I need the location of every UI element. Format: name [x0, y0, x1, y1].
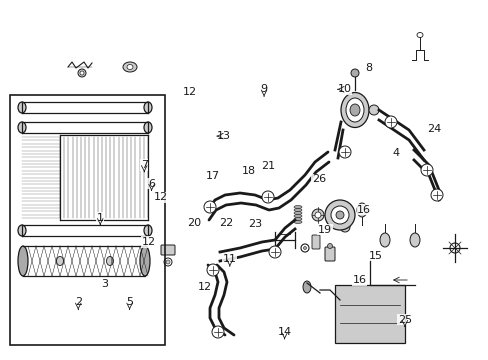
Text: 25: 25	[397, 315, 411, 325]
Text: 12: 12	[198, 282, 212, 292]
Ellipse shape	[18, 102, 26, 113]
Ellipse shape	[140, 246, 150, 276]
Ellipse shape	[165, 260, 170, 264]
Ellipse shape	[262, 191, 273, 203]
Ellipse shape	[340, 93, 368, 127]
Ellipse shape	[339, 222, 349, 232]
Ellipse shape	[420, 164, 432, 176]
Ellipse shape	[212, 326, 224, 338]
Ellipse shape	[143, 102, 152, 113]
Ellipse shape	[303, 247, 306, 249]
Ellipse shape	[203, 201, 216, 213]
Text: 17: 17	[205, 171, 219, 181]
Text: 21: 21	[261, 161, 274, 171]
Ellipse shape	[293, 208, 302, 212]
Ellipse shape	[293, 212, 302, 215]
Text: 15: 15	[368, 251, 382, 261]
Ellipse shape	[379, 233, 389, 247]
Text: 16: 16	[357, 204, 370, 215]
Ellipse shape	[346, 98, 363, 122]
Ellipse shape	[293, 206, 302, 208]
Ellipse shape	[356, 203, 366, 217]
Text: 4: 4	[392, 148, 399, 158]
Text: 26: 26	[311, 174, 325, 184]
Text: 23: 23	[248, 219, 262, 229]
Ellipse shape	[18, 122, 26, 133]
Ellipse shape	[330, 206, 348, 224]
Text: 16: 16	[352, 275, 366, 285]
Text: 5: 5	[126, 297, 133, 307]
Text: 1: 1	[97, 213, 103, 223]
Ellipse shape	[143, 122, 152, 133]
Text: 2: 2	[75, 297, 81, 307]
Text: 22: 22	[218, 218, 233, 228]
Text: 19: 19	[318, 225, 331, 235]
Ellipse shape	[127, 64, 133, 69]
Ellipse shape	[338, 146, 350, 158]
Ellipse shape	[368, 105, 378, 115]
Ellipse shape	[311, 209, 324, 221]
Ellipse shape	[314, 212, 320, 218]
Text: 11: 11	[223, 254, 236, 264]
Text: 9: 9	[260, 84, 267, 94]
Ellipse shape	[268, 246, 281, 258]
Ellipse shape	[18, 225, 26, 236]
Text: 12: 12	[183, 87, 196, 97]
Ellipse shape	[293, 217, 302, 220]
Ellipse shape	[335, 211, 343, 219]
Text: 7: 7	[141, 160, 147, 170]
FancyBboxPatch shape	[325, 247, 334, 261]
Ellipse shape	[350, 69, 358, 77]
Text: 3: 3	[102, 279, 108, 289]
Text: 8: 8	[365, 63, 372, 73]
Text: 10: 10	[337, 84, 351, 94]
Ellipse shape	[57, 256, 63, 266]
Ellipse shape	[384, 116, 396, 128]
FancyBboxPatch shape	[311, 235, 319, 249]
Ellipse shape	[206, 264, 219, 276]
Ellipse shape	[327, 243, 332, 248]
Ellipse shape	[293, 215, 302, 217]
Ellipse shape	[293, 220, 302, 224]
Text: 14: 14	[277, 327, 291, 337]
Ellipse shape	[80, 71, 84, 75]
Bar	[334, 285, 404, 343]
Ellipse shape	[143, 225, 152, 236]
Text: 24: 24	[426, 124, 441, 134]
Ellipse shape	[18, 246, 28, 276]
Text: 12: 12	[154, 192, 168, 202]
Ellipse shape	[409, 233, 419, 247]
Text: 20: 20	[187, 218, 201, 228]
Ellipse shape	[78, 69, 86, 77]
Ellipse shape	[303, 281, 310, 293]
Text: 13: 13	[217, 131, 230, 141]
Ellipse shape	[430, 189, 442, 201]
FancyBboxPatch shape	[161, 245, 175, 255]
Ellipse shape	[349, 104, 359, 116]
Ellipse shape	[106, 256, 113, 266]
Ellipse shape	[123, 62, 137, 72]
Text: 6: 6	[148, 179, 155, 189]
Ellipse shape	[325, 200, 354, 230]
Bar	[10, 95, 164, 345]
Text: 12: 12	[142, 237, 156, 247]
Text: 18: 18	[242, 166, 256, 176]
